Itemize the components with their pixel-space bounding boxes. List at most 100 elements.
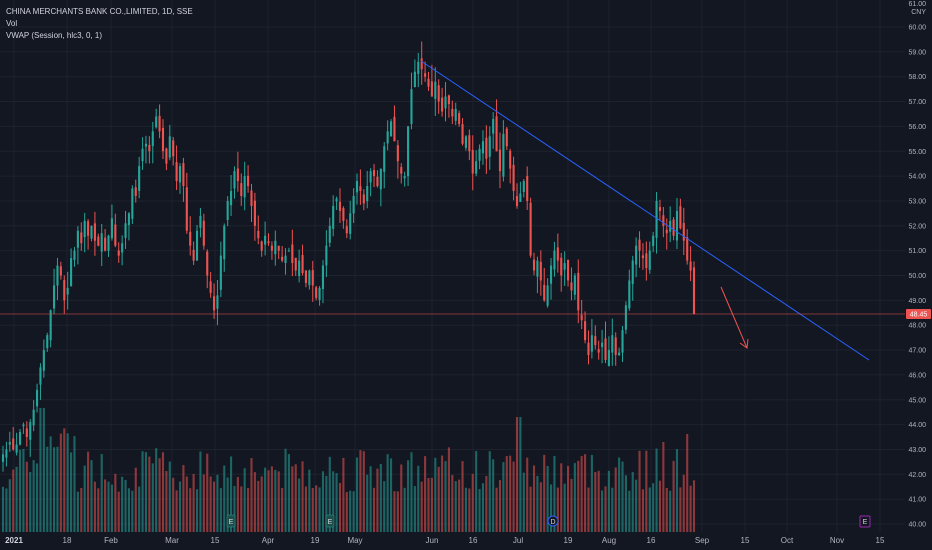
time-tick-label: 16 <box>469 536 478 545</box>
volume-bar <box>590 454 593 532</box>
candle-body <box>172 140 175 157</box>
candle-body <box>298 260 301 276</box>
down-arrow-shaft[interactable] <box>720 286 748 349</box>
candle-body <box>318 287 321 300</box>
candle-body <box>413 71 416 88</box>
volume-bar <box>658 480 662 532</box>
volume-bar <box>447 447 450 532</box>
symbol-title[interactable]: CHINA MERCHANTS BANK CO.,LIMITED, 1D, SS… <box>6 7 193 16</box>
candle-body <box>206 251 209 276</box>
vwap-indicator-label[interactable]: VWAP (Session, hlc3, 0, 1) <box>6 31 103 40</box>
time-axis[interactable]: 2021 18 Feb Mar 15 Apr 19 May Jun 16 Jul 19 Aug 16 Sep… <box>0 532 932 550</box>
candle-body <box>502 133 505 177</box>
candle-body <box>434 81 437 99</box>
volume-bar <box>526 457 529 532</box>
volume-bar <box>202 474 205 532</box>
candle-body <box>594 336 597 346</box>
candle-body <box>189 231 192 246</box>
volume-bar <box>563 483 566 532</box>
candle-body <box>151 131 154 147</box>
candle-body <box>46 335 49 349</box>
volume-bar <box>110 484 113 532</box>
volume-bar <box>93 481 96 532</box>
volume-bar <box>427 477 430 532</box>
candle-body <box>56 265 59 286</box>
volume-bar <box>611 487 614 532</box>
earnings-marker[interactable]: E <box>325 514 335 528</box>
volume-bar <box>240 486 243 532</box>
time-axis-panel[interactable] <box>0 532 932 550</box>
volume-bar <box>672 460 675 532</box>
candle-body <box>93 223 96 241</box>
volume-bar <box>430 477 433 532</box>
candle-body <box>410 89 413 124</box>
volume-bar <box>485 476 488 532</box>
volume-bar <box>355 457 359 532</box>
earnings-marker[interactable]: E <box>859 515 871 528</box>
candle-body <box>59 266 62 276</box>
candle-body <box>570 282 573 291</box>
time-tick-label: 15 <box>211 536 220 545</box>
volume-bar <box>573 463 576 532</box>
candle-body <box>117 250 120 256</box>
currency-label[interactable]: CNY <box>911 9 926 16</box>
volume-bar <box>519 417 522 532</box>
candle-body <box>430 81 433 97</box>
dividend-marker[interactable]: D <box>547 515 559 527</box>
volume-bar <box>618 457 621 532</box>
volume-bar <box>502 462 505 532</box>
candle-body <box>444 96 447 109</box>
volume-bar <box>243 468 246 532</box>
price-axis-panel[interactable] <box>905 0 932 532</box>
candle-body <box>607 350 610 367</box>
candle-body <box>321 265 325 290</box>
candle-body <box>284 255 287 264</box>
volume-bar <box>461 461 464 532</box>
volume-bar <box>253 472 256 532</box>
volume-bar <box>219 488 222 532</box>
volume-bar <box>5 488 8 532</box>
volume-bar <box>389 458 393 532</box>
down-arrow-head[interactable] <box>739 338 749 349</box>
volume-bar <box>386 454 389 532</box>
candle-body <box>447 95 450 105</box>
time-tick-label: Jul <box>513 536 523 545</box>
volume-bar <box>328 456 331 532</box>
price-tick-label: 58.00 <box>908 74 926 81</box>
volume-bar <box>325 475 328 532</box>
candle-body <box>138 166 141 191</box>
candle-body <box>461 124 464 144</box>
volume-bar <box>100 454 103 532</box>
volume-bar <box>70 452 73 532</box>
price-tick-label: 55.00 <box>908 149 926 156</box>
candle-body <box>672 219 675 236</box>
candle-body <box>549 265 553 284</box>
drawing-layer[interactable] <box>420 60 870 361</box>
volume-bar <box>566 465 570 532</box>
candle-body <box>662 215 665 226</box>
volume-bar <box>281 488 284 532</box>
candle-body <box>546 285 549 306</box>
candle-body <box>304 270 308 283</box>
descending-trendline[interactable] <box>420 60 870 361</box>
volume-bar <box>413 486 416 532</box>
candle-body <box>22 424 25 427</box>
event-marker-letter: E <box>328 519 333 526</box>
candle-body <box>301 255 304 274</box>
volume-indicator-label[interactable]: Vol <box>6 19 18 28</box>
volume-bar <box>383 481 386 532</box>
candle-body <box>597 349 600 353</box>
candle-body <box>124 223 127 238</box>
candle-body <box>121 243 124 253</box>
earnings-marker-box <box>226 514 236 528</box>
time-tick-label: 16 <box>647 536 656 545</box>
volume-bar <box>403 487 406 532</box>
candle-body <box>692 267 696 315</box>
price-tick-label: 47.00 <box>908 348 926 355</box>
earnings-marker[interactable]: E <box>226 514 236 528</box>
price-tick-label: 45.00 <box>908 397 926 404</box>
